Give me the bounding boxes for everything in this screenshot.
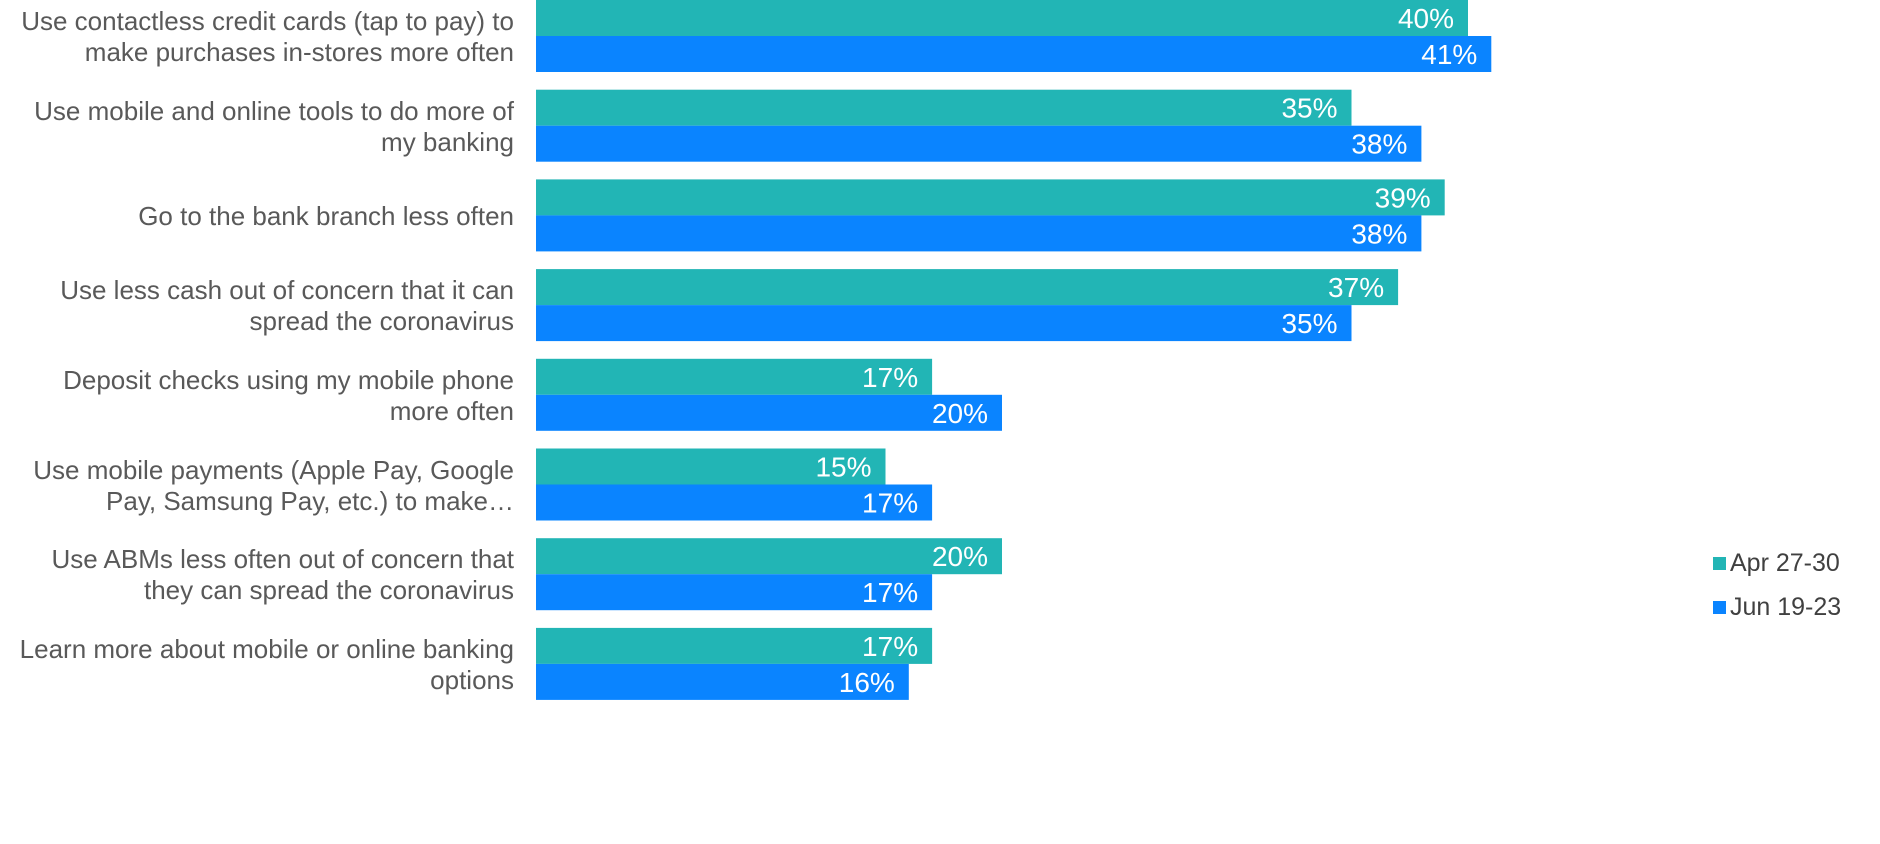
bar — [536, 358, 933, 395]
data-label: 38% — [1351, 129, 1407, 160]
bar — [536, 484, 933, 521]
data-label: 17% — [862, 577, 918, 608]
data-label: 35% — [1281, 93, 1337, 124]
category-label: Use mobile and online tools to do more o… — [34, 95, 514, 157]
data-label: 41% — [1421, 39, 1477, 70]
data-label: 20% — [932, 541, 988, 572]
bar — [536, 36, 1492, 72]
legend-swatch — [1713, 557, 1726, 570]
bar — [536, 394, 1002, 431]
data-label: 17% — [862, 631, 918, 662]
data-label: 37% — [1328, 272, 1384, 303]
category-label: Use ABMs less often out of concern that … — [51, 544, 514, 606]
data-label: 17% — [862, 362, 918, 393]
data-label: 20% — [932, 398, 988, 429]
bar — [536, 305, 1352, 342]
bar — [536, 627, 933, 664]
bar — [536, 89, 1352, 126]
category-label: Use mobile payments (Apple Pay, Google P… — [33, 454, 514, 516]
bar — [536, 179, 1445, 216]
legend-swatch — [1713, 601, 1726, 614]
legend-item: Apr 27-30 — [1713, 548, 1840, 578]
legend-label: Jun 19-23 — [1730, 593, 1842, 621]
bar — [536, 448, 886, 485]
category-label: Use contactless credit cards (tap to pay… — [21, 6, 514, 67]
bar — [536, 538, 1002, 575]
bar — [536, 215, 1422, 252]
data-label: 35% — [1281, 308, 1337, 339]
bar — [536, 125, 1422, 162]
data-label: 17% — [862, 488, 918, 519]
bar — [536, 269, 1399, 306]
category-label: Deposit checks using my mobile phone mor… — [63, 364, 514, 426]
data-label: 39% — [1375, 182, 1431, 213]
bar — [536, 0, 1468, 36]
data-label: 38% — [1351, 218, 1407, 249]
data-label: 40% — [1398, 3, 1454, 34]
category-label: Learn more about mobile or online bankin… — [19, 633, 514, 695]
data-label: 16% — [839, 667, 895, 698]
legend-item: Jun 19-23 — [1713, 592, 1841, 622]
data-label: 15% — [815, 452, 871, 483]
category-label: Use less cash out of concern that it can… — [60, 275, 514, 337]
category-label: Go to the bank branch less often — [138, 200, 514, 231]
bar — [536, 574, 933, 611]
bar — [536, 663, 909, 700]
legend-label: Apr 27-30 — [1730, 549, 1840, 577]
